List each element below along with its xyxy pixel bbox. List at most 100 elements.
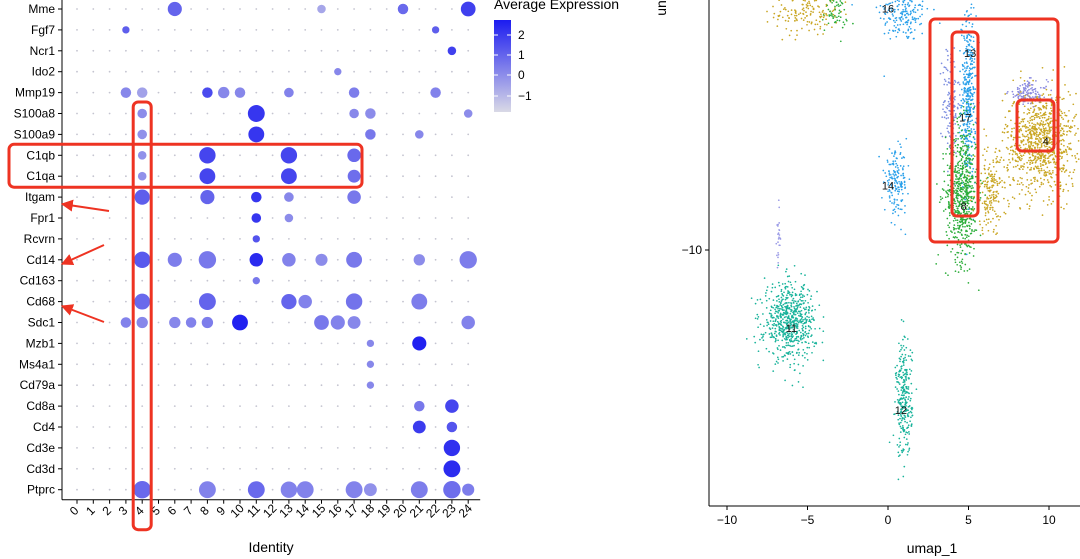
umap-point	[983, 206, 986, 209]
umap-point	[1042, 200, 1045, 202]
umap-point	[966, 62, 968, 65]
umap-point	[799, 296, 802, 299]
identity-label-2: 2	[99, 503, 114, 518]
umap-point	[791, 345, 794, 347]
umap-point	[968, 221, 970, 224]
umap-point	[1048, 139, 1051, 141]
umap-point	[1031, 96, 1034, 98]
expr-dot	[346, 251, 363, 268]
umap-point	[1047, 157, 1050, 159]
expr-dot	[137, 171, 147, 181]
umap-cluster-green-top	[821, 0, 854, 43]
gene-label-rcvrn: Rcvrn	[24, 232, 55, 246]
umap-point	[1027, 126, 1029, 129]
umap-point	[796, 351, 798, 354]
umap-point	[764, 295, 767, 297]
umap-cluster-label-14: 14	[882, 180, 894, 192]
umap-point	[804, 334, 807, 337]
umap-point	[792, 0, 794, 1]
umap-point	[954, 192, 957, 195]
expr-dot	[92, 384, 95, 387]
expr-dot	[239, 384, 241, 387]
umap-point	[963, 202, 966, 204]
umap-point	[1020, 140, 1022, 142]
expr-dot	[173, 488, 176, 491]
umap-point	[904, 443, 907, 446]
umap-point	[1040, 115, 1042, 117]
umap-point	[902, 374, 905, 377]
umap-point	[1023, 105, 1026, 108]
umap-point	[944, 66, 947, 69]
umap-point	[958, 94, 961, 96]
umap-point	[891, 7, 894, 10]
umap-point	[956, 236, 958, 239]
umap-point	[905, 137, 908, 140]
umap-point	[805, 320, 808, 322]
umap-point	[943, 83, 946, 86]
expr-dot	[185, 317, 197, 328]
umap-point	[903, 379, 905, 381]
umap-point	[893, 11, 896, 13]
umap-point	[1037, 143, 1040, 146]
umap-point	[1034, 157, 1037, 160]
expr-dot	[369, 405, 372, 407]
umap-point	[1011, 145, 1013, 148]
umap-point	[1020, 92, 1023, 95]
umap-point	[955, 178, 957, 180]
expr-dot	[108, 258, 111, 261]
umap-point	[1026, 147, 1028, 150]
umap-point	[894, 184, 896, 187]
umap-point	[898, 446, 900, 448]
umap-point	[961, 223, 963, 226]
umap-point	[956, 189, 959, 192]
umap-point	[961, 234, 963, 237]
umap-point	[806, 4, 809, 7]
umap-point	[995, 161, 998, 164]
umap-point	[1073, 169, 1076, 171]
expr-dot	[288, 447, 290, 449]
expr-dot	[173, 49, 176, 52]
expr-dot	[137, 108, 147, 119]
umap-point	[1049, 121, 1051, 124]
umap-point	[779, 349, 782, 351]
umap-point	[790, 305, 793, 308]
umap-point	[960, 266, 963, 269]
umap-point	[814, 308, 816, 311]
umap-point	[968, 179, 970, 181]
umap-point	[814, 23, 817, 26]
expr-dot	[282, 253, 296, 267]
expr-dot	[414, 400, 425, 412]
expr-dot	[288, 405, 290, 407]
umap-point	[889, 37, 892, 40]
umap-point	[957, 123, 960, 126]
umap-point	[892, 187, 894, 190]
umap-cluster-label-11: 11	[786, 323, 797, 335]
umap-point	[965, 230, 967, 233]
umap-point	[898, 437, 901, 440]
umap-point	[897, 207, 900, 210]
umap-point	[759, 323, 762, 326]
expr-dot	[125, 384, 127, 387]
umap-point	[893, 201, 896, 203]
umap-point	[895, 162, 898, 165]
umap-point	[801, 324, 804, 327]
expr-dot	[296, 481, 314, 499]
umap-point	[1048, 130, 1051, 133]
umap-point	[961, 199, 964, 201]
umap-point	[955, 196, 958, 199]
umap-point	[962, 81, 965, 83]
umap-point	[943, 180, 946, 183]
umap-point	[905, 21, 908, 24]
umap-point	[965, 162, 968, 165]
umap-point	[799, 306, 802, 308]
umap-point	[946, 127, 949, 130]
umap-point	[1012, 93, 1015, 96]
umap-point	[993, 173, 996, 176]
umap-point	[794, 313, 797, 316]
expr-dot	[157, 112, 160, 115]
umap-point	[1015, 152, 1018, 155]
umap-point	[946, 217, 949, 220]
umap-point	[1037, 93, 1040, 96]
umap-point	[906, 12, 909, 15]
